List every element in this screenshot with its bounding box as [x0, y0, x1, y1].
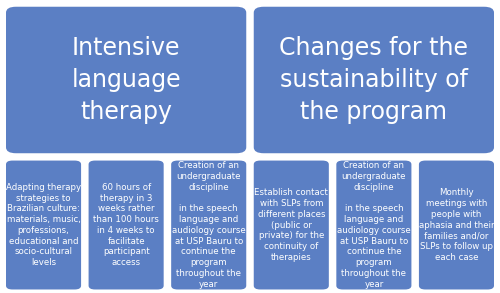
Text: Creation of an
undergraduate
discipline

in the speech
language and
audiology co: Creation of an undergraduate discipline … — [172, 161, 246, 289]
Text: Changes for the
sustainability of
the program: Changes for the sustainability of the pr… — [280, 36, 468, 124]
Text: 60 hours of
therapy in 3
weeks rather
than 100 hours
in 4 weeks to
facilitate
pa: 60 hours of therapy in 3 weeks rather th… — [93, 183, 159, 267]
FancyBboxPatch shape — [171, 161, 246, 289]
FancyBboxPatch shape — [419, 161, 494, 289]
FancyBboxPatch shape — [254, 161, 329, 289]
FancyBboxPatch shape — [6, 161, 81, 289]
Text: Intensive
language
therapy: Intensive language therapy — [72, 36, 181, 124]
Text: Monthly
meetings with
people with
aphasia and their
families and/or
SLPs to foll: Monthly meetings with people with aphasi… — [418, 188, 494, 262]
Text: Creation of an
undergraduate
discipline

in the speech
language and
audiology co: Creation of an undergraduate discipline … — [337, 161, 411, 289]
FancyBboxPatch shape — [6, 7, 246, 153]
FancyBboxPatch shape — [88, 161, 164, 289]
FancyBboxPatch shape — [336, 161, 411, 289]
Text: Establish contact
with SLPs from
different places
(public or
private) for the
co: Establish contact with SLPs from differe… — [254, 188, 328, 262]
Text: Adapting therapy
strategies to
Brazilian culture:
materials, music,
professions,: Adapting therapy strategies to Brazilian… — [6, 183, 81, 267]
FancyBboxPatch shape — [254, 7, 494, 153]
